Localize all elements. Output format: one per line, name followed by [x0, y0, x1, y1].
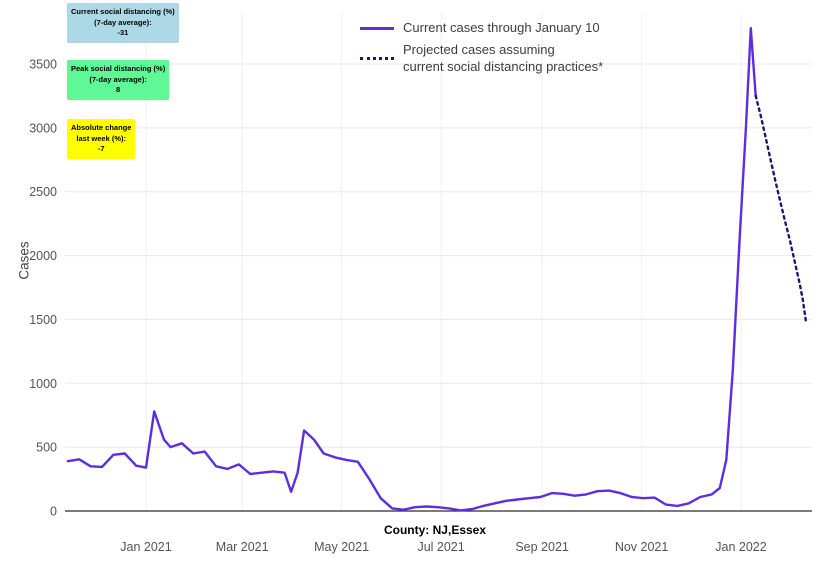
y-tick-label: 3000 — [29, 121, 57, 135]
solid-line-sample-icon — [360, 26, 394, 30]
y-tick-label: 500 — [36, 441, 57, 455]
x-tick-label: May 2021 — [314, 540, 369, 554]
annotation-current-social-distancing: Current social distancing (%) (7-day ave… — [67, 3, 179, 43]
annotation-value: 8 — [116, 85, 121, 94]
annotation-value: -7 — [97, 144, 105, 153]
series-dotted-line — [754, 94, 808, 325]
y-tick-label: 2500 — [29, 185, 57, 199]
annotation-line: (7-day average): — [89, 74, 147, 84]
legend-label: current social distancing practices* — [403, 58, 604, 74]
x-tick-label: Sep 2021 — [515, 540, 569, 554]
annotation-peak-social-distancing: Peak social distancing (%) (7-day averag… — [67, 60, 170, 100]
x-tick-label: Nov 2021 — [615, 540, 669, 554]
y-tick-label: 3500 — [29, 58, 57, 72]
annotation-line: Current social distancing (%) — [71, 7, 175, 16]
annotation-absolute-change: Absolute change last week (%): -7 — [67, 119, 136, 159]
legend-label: Projected cases assuming — [403, 42, 555, 58]
y-tick-label: 2000 — [29, 249, 57, 263]
x-tick-label: Jul 2021 — [417, 540, 464, 554]
x-tick-label: Jan 2021 — [120, 540, 171, 554]
legend-item-projected-cases[interactable]: Projected cases assuming current social … — [360, 42, 603, 75]
annotation-line: Peak social distancing (%) — [71, 64, 166, 73]
annotation-line: Absolute change — [71, 123, 132, 132]
annotation-value: -31 — [117, 28, 129, 37]
y-tick-label: 0 — [50, 505, 57, 519]
y-tick-label: 1500 — [29, 313, 57, 327]
x-axis-title: County: NJ,Essex — [383, 523, 487, 537]
series-solid-line — [66, 27, 757, 512]
y-axis-title: Cases — [16, 241, 32, 280]
y-tick-label: 1000 — [29, 377, 57, 391]
x-tick-label: Mar 2021 — [216, 540, 269, 554]
dotted-line-sample-icon — [360, 57, 394, 60]
legend-label: Current cases through January 10 — [403, 20, 600, 35]
annotation-line: (7-day average): — [94, 17, 152, 27]
legend-item-current-cases[interactable]: Current cases through January 10 — [360, 20, 603, 36]
chart-legend: Current cases through January 10 Project… — [360, 20, 603, 75]
annotation-line: last week (%): — [76, 133, 127, 143]
x-tick-label: Jan 2022 — [715, 540, 766, 554]
